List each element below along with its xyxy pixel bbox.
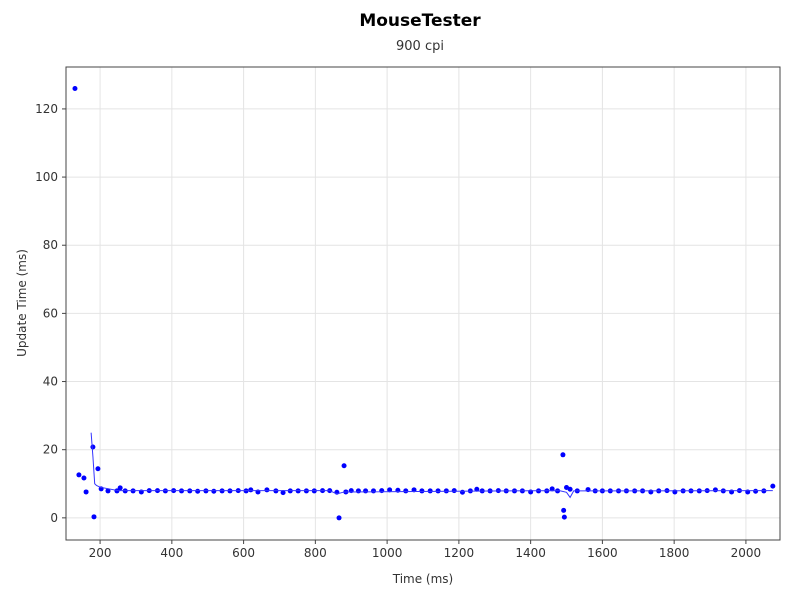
point (560, 452, 566, 458)
point (81, 475, 87, 481)
x-tick-label: 1800 (659, 546, 690, 560)
y-tick-label: 20 (43, 443, 58, 457)
point (370, 488, 376, 494)
point (459, 489, 465, 495)
y-axis-label: Update Time (ms) (15, 249, 29, 357)
point (83, 489, 89, 495)
line (90, 432, 773, 499)
point (72, 85, 78, 91)
point (280, 490, 286, 496)
point (712, 487, 718, 493)
point (561, 514, 567, 520)
point (451, 488, 457, 494)
point (567, 486, 573, 492)
x-tick-label: 400 (160, 546, 183, 560)
point (561, 507, 567, 513)
point (90, 444, 96, 450)
point (672, 489, 678, 495)
point (363, 488, 369, 494)
x-tick-label: 2000 (731, 546, 762, 560)
point (419, 488, 425, 494)
point (403, 488, 409, 494)
chart-title: MouseTester (359, 11, 481, 31)
x-tick-label: 800 (304, 546, 327, 560)
point (95, 466, 101, 472)
y-tick-label: 120 (35, 102, 58, 116)
point (379, 488, 385, 494)
y-tick-label: 0 (50, 511, 58, 525)
x-axis-label: Time (ms) (392, 572, 454, 586)
point (336, 515, 342, 521)
point (528, 489, 534, 495)
x-tick-label: 1000 (372, 546, 403, 560)
point (341, 463, 347, 469)
y-tick-label: 80 (43, 238, 58, 252)
point (117, 485, 123, 491)
chart-subtitle: 900 cpi (396, 39, 444, 54)
point (91, 514, 97, 520)
point (248, 487, 254, 493)
y-tick-label: 100 (35, 170, 58, 184)
point (648, 489, 654, 495)
x-tick-label: 200 (89, 546, 112, 560)
point (264, 487, 270, 493)
x-tick-label: 600 (232, 546, 255, 560)
point (355, 488, 361, 494)
point (105, 488, 111, 494)
plot-frame (65, 66, 781, 541)
y-tick-label: 60 (43, 306, 58, 320)
point (211, 488, 217, 494)
x-tick-label: 1400 (515, 546, 546, 560)
point (770, 483, 776, 489)
point (753, 488, 759, 494)
y-tick-label: 40 (43, 375, 58, 389)
x-tick-label: 1200 (444, 546, 475, 560)
point (474, 486, 480, 492)
point (195, 488, 201, 494)
x-tick-label: 1600 (587, 546, 618, 560)
point (76, 472, 82, 478)
